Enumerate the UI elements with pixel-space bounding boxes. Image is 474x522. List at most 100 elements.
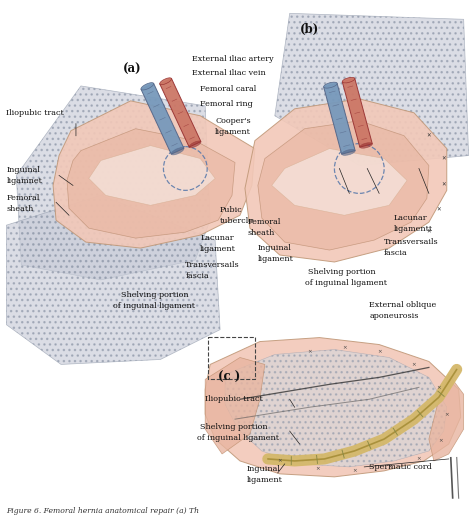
Ellipse shape — [141, 82, 154, 90]
FancyArrowPatch shape — [165, 130, 172, 133]
Bar — [324, 84, 355, 154]
Text: ✕: ✕ — [427, 230, 431, 235]
Text: ✕: ✕ — [427, 133, 431, 138]
Text: sheath: sheath — [6, 205, 34, 213]
Text: Shelving portion: Shelving portion — [308, 268, 375, 276]
Text: ×: × — [352, 468, 356, 473]
Polygon shape — [6, 195, 220, 364]
Text: Shelving portion: Shelving portion — [200, 423, 268, 431]
Text: Spermatic cord: Spermatic cord — [369, 463, 432, 471]
Text: ✕: ✕ — [437, 208, 441, 213]
Text: ligamentt: ligamentt — [394, 225, 433, 233]
Ellipse shape — [189, 141, 201, 148]
Text: of inguinal ligament: of inguinal ligament — [197, 434, 279, 442]
Text: Transversails: Transversails — [185, 261, 240, 269]
FancyArrowPatch shape — [166, 87, 171, 89]
Ellipse shape — [160, 78, 172, 85]
Polygon shape — [272, 149, 407, 215]
Text: ligamnet: ligamnet — [6, 177, 42, 185]
Text: (b): (b) — [300, 23, 319, 35]
Text: ×: × — [417, 456, 421, 461]
Text: ×: × — [377, 349, 382, 354]
Polygon shape — [429, 374, 464, 461]
Text: ×: × — [277, 458, 282, 464]
FancyArrowPatch shape — [147, 91, 153, 94]
Text: External iliac artery: External iliac artery — [192, 55, 274, 63]
Text: ×: × — [307, 349, 312, 354]
Bar — [141, 84, 184, 154]
Text: ligament: ligament — [215, 128, 251, 136]
Polygon shape — [205, 358, 265, 454]
FancyArrowPatch shape — [351, 99, 356, 100]
FancyArrowPatch shape — [184, 124, 189, 126]
Ellipse shape — [342, 77, 355, 83]
Bar — [160, 78, 201, 147]
Text: fascia: fascia — [185, 272, 209, 280]
FancyArrowPatch shape — [172, 99, 177, 101]
Polygon shape — [67, 129, 235, 238]
Text: Figure 6. Femoral hernia anatomical repair (a) Th: Figure 6. Femoral hernia anatomical repa… — [6, 507, 200, 515]
FancyArrowPatch shape — [160, 117, 165, 120]
Polygon shape — [275, 14, 469, 165]
Text: ×: × — [445, 412, 449, 417]
FancyArrowPatch shape — [355, 112, 360, 113]
Ellipse shape — [324, 82, 337, 88]
FancyArrowPatch shape — [154, 104, 159, 107]
FancyArrowPatch shape — [348, 86, 353, 87]
Text: ×: × — [387, 465, 392, 469]
Text: ×: × — [438, 438, 443, 444]
FancyArrowPatch shape — [172, 144, 177, 146]
FancyArrowPatch shape — [178, 112, 183, 114]
FancyArrowPatch shape — [337, 118, 343, 120]
Ellipse shape — [342, 149, 355, 156]
Text: Cooper's: Cooper's — [215, 117, 251, 125]
Text: Inguinal: Inguinal — [6, 167, 40, 174]
Polygon shape — [16, 86, 210, 280]
Text: tubercle: tubercle — [220, 217, 254, 225]
FancyArrowPatch shape — [329, 91, 335, 93]
Polygon shape — [205, 338, 461, 477]
Text: ✕: ✕ — [441, 156, 446, 161]
Ellipse shape — [360, 143, 372, 148]
Polygon shape — [258, 121, 429, 250]
Text: ×: × — [411, 362, 416, 367]
Text: ×: × — [342, 345, 346, 350]
Text: Shelving portion: Shelving portion — [121, 291, 188, 299]
Ellipse shape — [171, 148, 184, 155]
Text: Pubic: Pubic — [220, 206, 243, 214]
Polygon shape — [53, 101, 255, 248]
Text: Inguinal: Inguinal — [258, 244, 292, 252]
FancyArrowPatch shape — [362, 138, 367, 139]
Text: External oblique: External oblique — [369, 301, 437, 309]
Text: of inguinal ligament: of inguinal ligament — [305, 279, 387, 287]
Text: ✕: ✕ — [441, 183, 446, 188]
FancyArrowPatch shape — [333, 104, 339, 106]
Text: Iliopubic tract: Iliopubic tract — [205, 395, 263, 404]
Text: aponeurosis: aponeurosis — [369, 312, 419, 319]
Text: ligament: ligament — [247, 476, 283, 484]
Text: Femoral ring: Femoral ring — [200, 100, 253, 108]
Text: (a): (a) — [123, 63, 141, 76]
Text: Lacunar: Lacunar — [200, 234, 234, 242]
FancyArrowPatch shape — [344, 145, 350, 147]
FancyArrowPatch shape — [190, 137, 194, 139]
Text: ligament: ligament — [258, 255, 294, 263]
Text: sheath: sheath — [248, 229, 275, 237]
Polygon shape — [245, 99, 447, 262]
Text: External iliac vein: External iliac vein — [192, 69, 266, 77]
FancyArrowPatch shape — [358, 125, 364, 126]
Text: Transversails: Transversails — [384, 238, 439, 246]
Text: of inguinal ligament: of inguinal ligament — [113, 302, 195, 310]
Text: ×: × — [315, 466, 320, 471]
FancyArrowPatch shape — [340, 132, 346, 133]
Text: Lacunar: Lacunar — [394, 214, 428, 222]
Polygon shape — [89, 146, 215, 205]
Text: Iliopubic tract: Iliopubic tract — [6, 109, 64, 117]
Text: Femoral caral: Femoral caral — [200, 85, 256, 93]
Polygon shape — [225, 350, 447, 467]
Text: Femoral: Femoral — [248, 218, 281, 226]
Text: ligament: ligament — [200, 245, 236, 253]
Text: fascia: fascia — [384, 249, 408, 257]
Text: Inguinal: Inguinal — [247, 465, 281, 473]
Bar — [342, 78, 372, 147]
